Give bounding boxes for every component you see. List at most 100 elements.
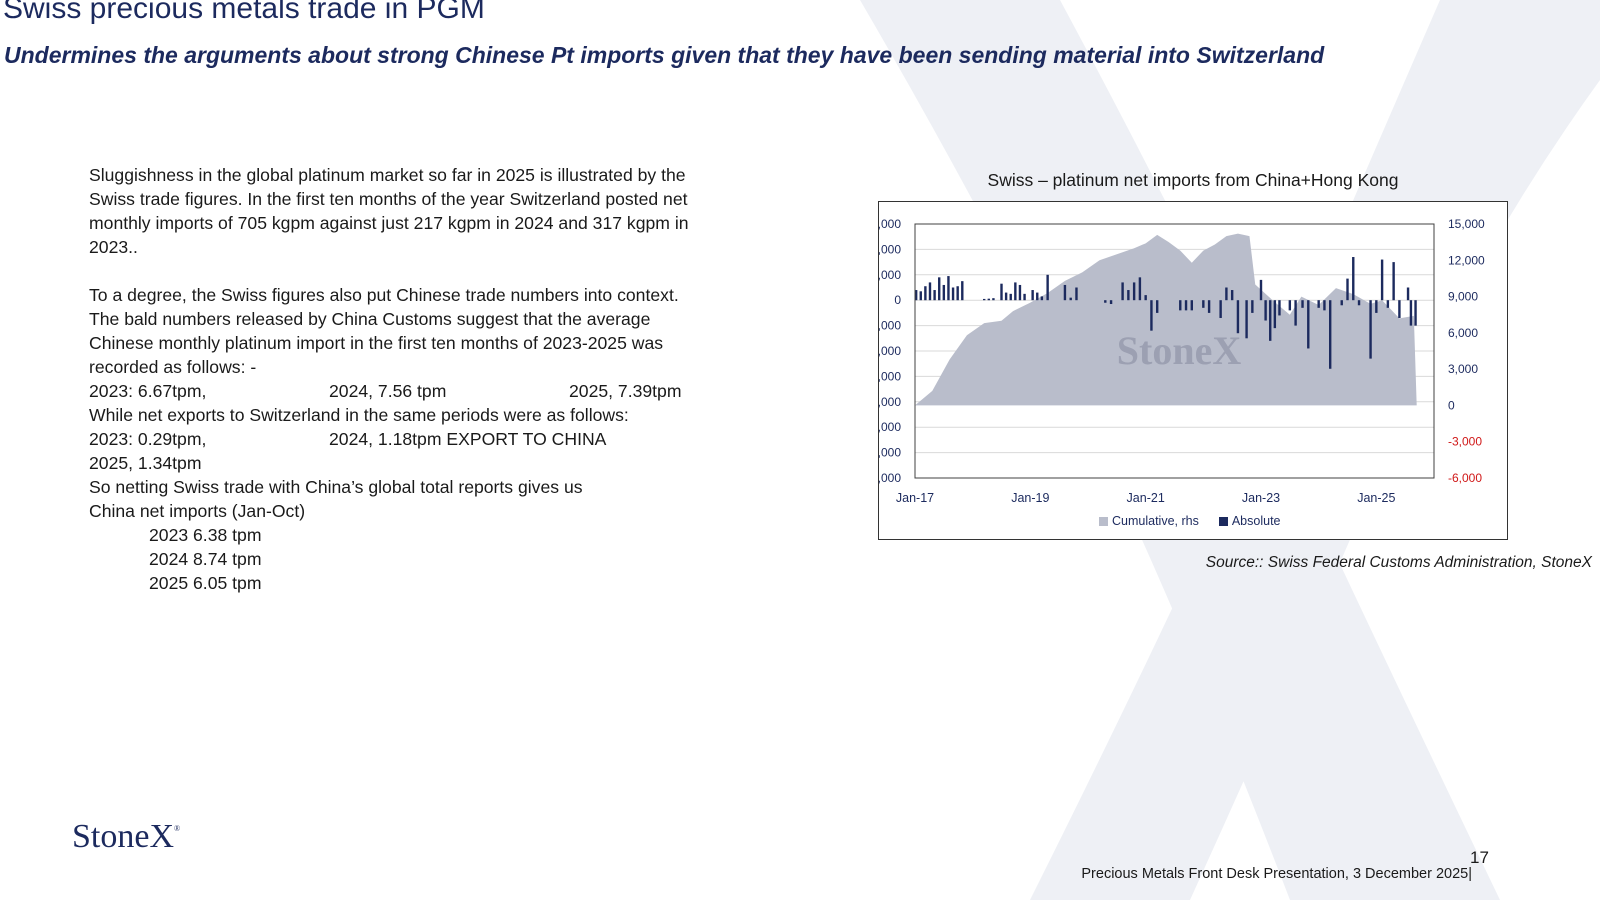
absolute-bar [1236, 300, 1240, 334]
absolute-bar [1184, 300, 1188, 311]
net-imports-2025: 2025 6.05 tpm [149, 573, 262, 593]
registered-mark: ® [174, 824, 181, 833]
source-note: Source:: Swiss Federal Customs Administr… [1205, 554, 1592, 571]
absolute-bar [1375, 300, 1378, 313]
y-right-tick-label: 9,000 [1448, 290, 1478, 304]
legend-label-cumulative: Cumulative, rhs [1112, 514, 1199, 528]
text-line: recorded as follows: - [89, 357, 257, 377]
absolute-bar [1340, 300, 1343, 306]
y-left-tick-label: 3,000 [879, 217, 901, 231]
x-tick-label: Jan-23 [1242, 491, 1280, 505]
stonex-logo: StoneX® [72, 818, 180, 856]
absolute-bar [961, 281, 964, 301]
text-line: The bald numbers released by China Custo… [89, 309, 651, 329]
absolute-bar [1031, 290, 1034, 301]
absolute-bar [1000, 283, 1003, 301]
absolute-bar [1179, 300, 1182, 311]
net-imports-2023: 2023 6.38 tpm [149, 525, 262, 545]
text-line: monthly imports of 705 kgpm against just… [89, 213, 689, 233]
absolute-bar [1245, 300, 1248, 339]
absolute-bar [928, 282, 932, 301]
y-left-tick-label: 1,000 [879, 268, 901, 282]
y-left-tick-label: -5,000 [879, 420, 901, 434]
exports-2023: 2023: 0.29tpm, [89, 429, 207, 449]
absolute-bar [1121, 282, 1124, 301]
absolute-bar [1156, 300, 1159, 313]
imports-2024: 2024, 7.56 tpm [329, 381, 447, 401]
legend-swatch-cumulative [1099, 516, 1108, 526]
absolute-bar [1109, 300, 1113, 305]
text-line: To a degree, the Swiss figures also put … [89, 285, 679, 305]
absolute-bar [1386, 300, 1390, 308]
absolute-bar [992, 298, 995, 301]
absolute-bar [1036, 292, 1039, 301]
absolute-bar [1009, 293, 1012, 301]
absolute-bar [1069, 297, 1072, 301]
absolute-bar [1040, 296, 1044, 301]
absolute-bar [1414, 300, 1417, 326]
x-tick-label: Jan-25 [1357, 491, 1395, 505]
absolute-bar [987, 298, 991, 301]
absolute-bar [1380, 259, 1384, 301]
absolute-bar [1014, 282, 1017, 301]
absolute-bar [1259, 279, 1263, 301]
imports-2023: 2023: 6.67tpm, [89, 381, 207, 401]
absolute-bar [1219, 300, 1222, 318]
absolute-bar [1392, 262, 1395, 301]
y-right-tick-label: 6,000 [1448, 326, 1478, 340]
y-left-tick-label: 0 [894, 293, 901, 307]
page-subtitle: Undermines the arguments about strong Ch… [4, 42, 1325, 68]
absolute-bar [1202, 300, 1205, 308]
net-imports-2024: 2024 8.74 tpm [149, 549, 262, 569]
absolute-bar [1004, 292, 1008, 301]
y-right-tick-label: 15,000 [1448, 217, 1485, 231]
absolute-bar [1063, 284, 1067, 301]
legend-item-cumulative: Cumulative, rhs [1099, 514, 1199, 528]
x-tick-label: Jan-21 [1127, 491, 1165, 505]
plot-frame [914, 223, 1435, 479]
absolute-bar [1409, 300, 1413, 326]
y-left-tick-label: -2,000 [879, 344, 901, 358]
absolute-bar [1144, 295, 1147, 301]
absolute-bar [1132, 282, 1136, 301]
absolute-bar [924, 286, 927, 301]
chart-legend: Cumulative, rhs Absolute [1099, 514, 1281, 528]
chart-title: Swiss – platinum net imports from China+… [987, 170, 1399, 190]
absolute-bar [1230, 290, 1234, 301]
absolute-bar [1264, 300, 1267, 321]
commentary-text: Sluggishness in the global platinum mark… [89, 163, 759, 595]
absolute-bar [1150, 300, 1153, 331]
absolute-bar [1329, 300, 1332, 369]
imports-2025: 2025, 7.39tpm [569, 381, 682, 401]
absolute-bar [1369, 300, 1372, 359]
logo-text: StoneX [72, 818, 174, 855]
chart-watermark: StoneX [1117, 328, 1242, 373]
y-left-tick-label: -1,000 [879, 319, 901, 333]
text-line: While net exports to Switzerland in the … [89, 405, 629, 425]
absolute-bar [1294, 300, 1297, 326]
absolute-bar [983, 298, 986, 301]
text-line: Chinese monthly platinum import in the f… [89, 333, 664, 353]
x-tick-label: Jan-19 [1011, 491, 1049, 505]
text-line: Sluggishness in the global platinum mark… [89, 165, 686, 185]
absolute-bar [1251, 300, 1254, 313]
chart-svg: 3,000 2,000 1,000 0 -1,000 -2,000 -3,000 -4,000… [879, 217, 1485, 505]
absolute-bar [956, 286, 959, 301]
absolute-bar [1357, 300, 1361, 306]
y-left-tick-label: -6,000 [879, 446, 901, 460]
absolute-bar [1075, 287, 1078, 301]
absolute-bar [919, 291, 922, 301]
absolute-bar [1046, 274, 1049, 301]
y-left-tick-label: -7,000 [879, 471, 901, 485]
absolute-bar [942, 284, 946, 301]
text-line: China net imports (Jan-Oct) [89, 501, 306, 521]
exports-2024: 2024, 1.18tpm EXPORT TO CHINA [329, 429, 607, 449]
absolute-bar [1104, 300, 1107, 303]
legend-swatch-absolute [1218, 516, 1228, 526]
footer-text: Precious Metals Front Desk Presentation,… [1081, 866, 1472, 882]
absolute-bar [1301, 300, 1304, 308]
absolute-bar [1307, 300, 1310, 349]
y-right-tick-label: 0 [1448, 398, 1455, 412]
absolute-bar [1317, 300, 1320, 308]
absolute-bar [1023, 293, 1026, 301]
